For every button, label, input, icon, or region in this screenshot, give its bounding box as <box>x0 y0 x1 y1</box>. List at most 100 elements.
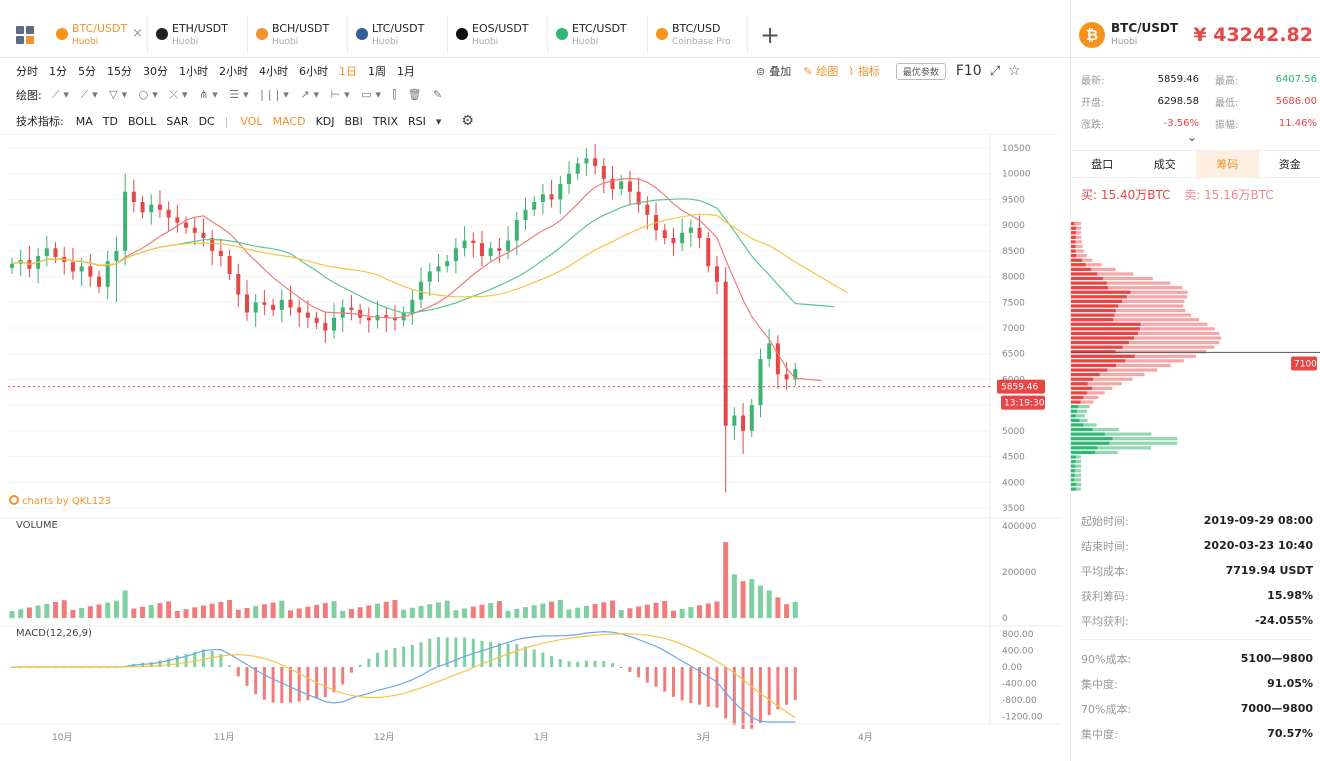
candle <box>627 181 632 192</box>
drawing-tools-icon[interactable]: ⟋▾ ⟋▾ ▽▾ ○▾ ⤬▾ ⋔▾ ☰▾ |||▾ ↗▾ ⊢▾ ▭▾ ⫿ 🗑 ✎ <box>51 88 447 101</box>
macd-bar <box>289 667 293 703</box>
volume-bar <box>592 604 598 618</box>
macd-label: MACD(12,26,9) <box>16 628 92 639</box>
f10-button[interactable]: F10 <box>955 63 982 79</box>
indicator-boll[interactable]: BOLL <box>127 114 157 128</box>
chip-bar <box>1071 395 1099 400</box>
indicator-rsi[interactable]: RSI <box>408 114 426 128</box>
chip-bar <box>1071 281 1171 285</box>
chip-bar <box>1071 231 1082 235</box>
timeframe-2[interactable]: 5分 <box>78 65 96 78</box>
macd-bar <box>584 660 588 667</box>
info-label: 获利筹码: <box>1081 589 1129 603</box>
macd-bar <box>306 667 310 701</box>
tab-eth-usdt[interactable]: ETH/USDT Huobi <box>148 16 248 54</box>
timeframe-7[interactable]: 4小时 <box>259 65 288 78</box>
timeframe-4[interactable]: 30分 <box>143 65 168 78</box>
timeframe-8[interactable]: 6小时 <box>299 65 328 78</box>
macd-bar <box>254 667 258 695</box>
draw-button[interactable]: 绘图 <box>816 65 839 78</box>
indicator-vol[interactable]: VOL <box>240 114 263 128</box>
star-icon[interactable]: ☆ <box>1008 63 1021 79</box>
volume-bar <box>383 601 389 618</box>
indicator-kdj[interactable]: KDJ <box>315 114 335 128</box>
tab-btc-usd[interactable]: BTC/USD Coinbase Pro <box>648 16 748 54</box>
chip-bar <box>1071 359 1126 363</box>
indicator-td[interactable]: TD <box>102 114 118 128</box>
indicator-macd[interactable]: MACD <box>272 114 306 128</box>
volume-bar <box>522 607 528 618</box>
price-chart[interactable]: 1050010000950090008500800075007000650060… <box>0 134 1062 758</box>
volume-bar <box>70 609 76 618</box>
indicator-ma[interactable]: MA <box>75 114 93 128</box>
panel-tab-2[interactable]: 筹码 <box>1196 151 1259 177</box>
indicator-icon[interactable]: ⌇ <box>848 64 854 78</box>
macd-dif-line <box>12 630 796 723</box>
timeframe-3[interactable]: 15分 <box>107 65 132 78</box>
panel-tab-1[interactable]: 成交 <box>1153 158 1176 171</box>
indicator-trix[interactable]: TRIX <box>372 114 398 128</box>
volume-bar <box>166 601 172 618</box>
candle <box>671 238 676 244</box>
volume-bar <box>174 610 180 618</box>
chip-bar <box>1071 450 1095 455</box>
chip-bar <box>1071 235 1076 239</box>
tab-eos-usdt[interactable]: EOS/USDT Huobi <box>448 16 548 54</box>
candle <box>775 343 780 375</box>
pencil-icon[interactable]: ✎ <box>803 64 813 78</box>
indicators-row: 技术指标: MA TD BOLL SAR DC | VOL MACD KDJ BBI TRIX RSI ▾… <box>16 110 474 132</box>
timeframe-1[interactable]: 1分 <box>49 65 67 78</box>
macd-axis-label: -1200.00 <box>1002 713 1043 723</box>
optimize-button[interactable]: 最优参数 <box>895 62 946 80</box>
timeframe-10[interactable]: 1周 <box>368 65 386 78</box>
macd-bar <box>480 640 484 667</box>
fullscreen-icon[interactable]: ⤢ <box>989 63 1001 79</box>
tab-bch-usdt[interactable]: BCH/USDT Huobi <box>248 16 348 54</box>
indicator-bbi[interactable]: BBI <box>344 114 363 128</box>
timeframe-5[interactable]: 1小时 <box>179 65 208 78</box>
overlay-button[interactable]: 叠加 <box>769 65 792 78</box>
price-axis-label: 10500 <box>1002 144 1031 154</box>
chip-bar <box>1071 299 1185 303</box>
candle <box>297 307 302 313</box>
tab-ltc-usdt[interactable]: LTC/USDT Huobi <box>348 16 448 54</box>
indicator-sar[interactable]: SAR <box>166 114 189 128</box>
candle <box>253 302 258 313</box>
chip-bar <box>1071 336 1135 340</box>
more-indicators-icon[interactable]: ▾ <box>435 114 442 128</box>
price-axis-label: 8000 <box>1002 273 1025 283</box>
chip-bar <box>1071 350 1207 354</box>
panel-tab-3[interactable]: 资金 <box>1278 158 1301 171</box>
volume-bar <box>218 601 224 618</box>
indicator-dc[interactable]: DC <box>198 114 215 128</box>
timeframe-11[interactable]: 1月 <box>397 65 415 78</box>
timeframe-9[interactable]: 1日 <box>339 65 357 78</box>
add-tab-button[interactable]: + <box>759 21 781 49</box>
tab-etc-usdt[interactable]: ETC/USDT Huobi <box>548 16 648 54</box>
macd-bar <box>271 667 275 703</box>
candle <box>662 230 667 238</box>
draw-tools-row: 绘图: ⟋▾ ⟋▾ ▽▾ ○▾ ⤬▾ ⋔▾ ☰▾ |||▾ ↗▾ ⊢▾ ▭▾ ⫿… <box>16 84 446 106</box>
close-icon[interactable]: × <box>132 26 143 41</box>
gear-icon[interactable]: ⚙ <box>461 113 474 129</box>
panel-tab-0[interactable]: 盘口 <box>1091 158 1114 171</box>
chip-bar <box>1071 354 1135 358</box>
timeframe-0[interactable]: 分时 <box>16 65 38 78</box>
tab-btc-usdt[interactable]: BTC/USDT Huobi × <box>48 16 148 54</box>
overlay-icon[interactable]: ⊜ <box>756 64 766 78</box>
tab-pair: LTC/USDT <box>372 22 425 35</box>
chip-bar <box>1071 254 1087 258</box>
stat-value: 6298.58 <box>1157 95 1199 107</box>
indicator-button[interactable]: 指标 <box>857 65 880 78</box>
timeframe-6[interactable]: 2小时 <box>219 65 248 78</box>
candle <box>279 299 284 310</box>
volume-bar <box>714 601 720 618</box>
chip-bar <box>1071 391 1105 395</box>
volume-bar <box>270 602 276 618</box>
x-axis-label: 3月 <box>696 732 711 743</box>
candle <box>645 204 650 215</box>
chevron-down-icon[interactable]: ⌄ <box>1187 130 1198 144</box>
volume-bar <box>305 606 311 618</box>
indicators-label: 技术指标: <box>16 115 64 128</box>
grid-menu-icon[interactable] <box>16 26 34 44</box>
